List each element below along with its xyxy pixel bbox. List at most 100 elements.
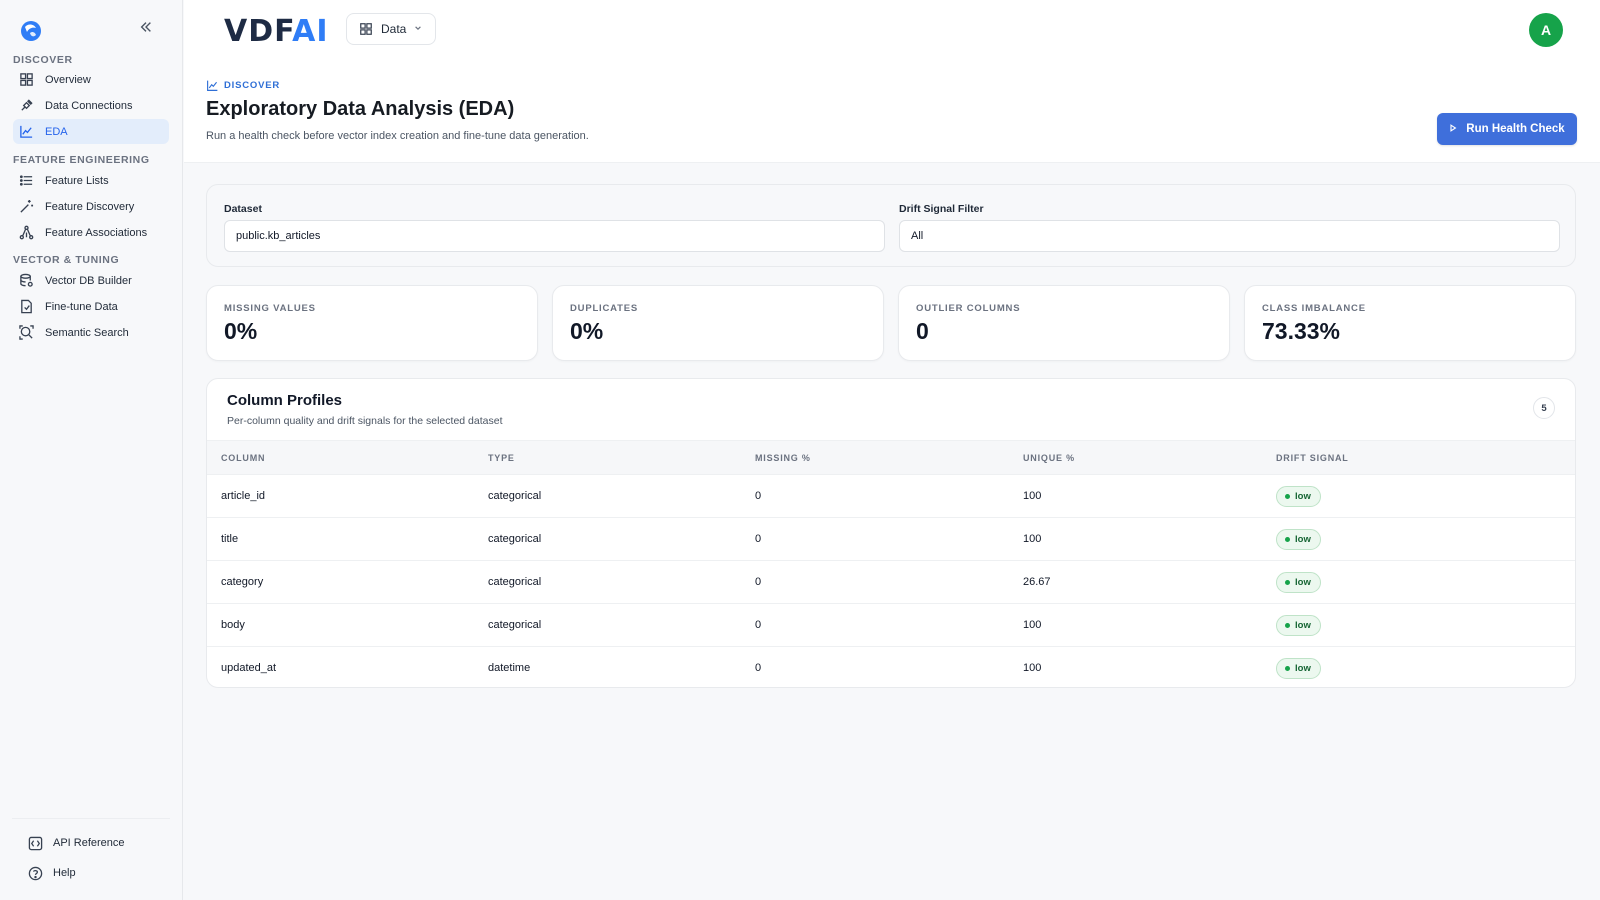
cell-type: categorical <box>488 490 542 502</box>
cell-column: body <box>221 619 245 631</box>
card-subtitle: Per-column quality and drift signals for… <box>227 415 503 427</box>
sidebar-item-fine-tune-data[interactable]: Fine-tune Data <box>13 294 169 319</box>
cell-missing: 0 <box>755 662 762 674</box>
brand-text: VDF <box>224 14 293 49</box>
drift-status-badge: low <box>1276 615 1321 636</box>
kpi-value: 73.33% <box>1262 318 1341 344</box>
avatar[interactable]: A <box>1529 13 1563 47</box>
cell-missing: 0 <box>755 619 762 631</box>
table-row[interactable]: article_id categorical 0 100 low <box>207 475 1575 518</box>
sidebar-item-feature-associations[interactable]: Feature Associations <box>13 220 169 245</box>
sidebar-item-label: Semantic Search <box>45 326 129 339</box>
collapse-sidebar-icon[interactable] <box>139 20 155 36</box>
cell-unique: 100 <box>1023 533 1042 545</box>
kpi-label: MISSING VALUES <box>224 303 316 314</box>
cell-missing: 0 <box>755 576 762 588</box>
column-header-column[interactable]: COLUMN <box>221 453 266 463</box>
sidebar-section-vector-tuning: VECTOR & TUNING <box>13 254 120 266</box>
drift-status-label: low <box>1295 620 1311 631</box>
status-dot-icon <box>1285 623 1290 628</box>
table-row[interactable]: updated_at datetime 0 100 low <box>207 647 1575 687</box>
breadcrumb-label: DISCOVER <box>224 80 281 91</box>
filter-panel: Dataset public.kb_articles Drift Signal … <box>206 184 1576 267</box>
kpi-value: 0% <box>224 318 258 344</box>
column-header-type[interactable]: TYPE <box>488 453 515 463</box>
page-title: Exploratory Data Analysis (EDA) <box>206 98 515 120</box>
cell-unique: 100 <box>1023 619 1042 631</box>
play-icon <box>1449 124 1457 134</box>
grid-icon <box>18 72 34 88</box>
column-header-unique[interactable]: UNIQUE % <box>1023 453 1075 463</box>
cell-column: title <box>221 533 239 545</box>
column-header-drift[interactable]: DRIFT SIGNAL <box>1276 453 1349 463</box>
cell-column: article_id <box>221 490 266 502</box>
kpi-class-imbalance: CLASS IMBALANCE 73.33% <box>1244 285 1576 361</box>
sidebar-item-label: Data Connections <box>45 99 133 112</box>
wand-icon <box>18 199 34 215</box>
chart-icon <box>18 124 34 140</box>
cell-type: categorical <box>488 619 542 631</box>
sidebar-item-feature-lists[interactable]: Feature Lists <box>13 168 169 193</box>
workspace-select-label: Data <box>381 22 407 36</box>
sidebar-item-feature-discovery[interactable]: Feature Discovery <box>13 194 169 219</box>
drift-filter-label: Drift Signal Filter <box>899 203 984 215</box>
help-icon <box>27 865 43 881</box>
sidebar-item-label: Feature Discovery <box>45 200 135 213</box>
sidebar-item-data-connections[interactable]: Data Connections <box>13 93 169 118</box>
grid-icon <box>359 22 373 36</box>
workspace-select[interactable]: Data <box>346 13 436 45</box>
dataset-input[interactable]: public.kb_articles <box>224 220 885 252</box>
sidebar-section-feature-engineering: FEATURE ENGINEERING <box>13 154 150 166</box>
kpi-missing-values: MISSING VALUES 0% <box>206 285 538 361</box>
drift-status-label: low <box>1295 663 1311 674</box>
sidebar-item-label: EDA <box>45 125 68 138</box>
sidebar-item-label: API Reference <box>53 837 125 849</box>
brand-logo[interactable]: VDFAI <box>224 14 329 49</box>
app-logo-icon[interactable] <box>19 18 43 42</box>
breadcrumb: DISCOVER <box>206 79 280 92</box>
column-header-missing[interactable]: MISSING % <box>755 453 811 463</box>
drift-status-badge: low <box>1276 572 1321 593</box>
chart-icon <box>207 80 218 91</box>
cell-missing: 0 <box>755 533 762 545</box>
sidebar-item-label: Feature Lists <box>45 174 109 187</box>
page-subtitle: Run a health check before vector index c… <box>206 130 589 142</box>
card-title: Column Profiles <box>227 392 343 409</box>
file-icon <box>18 299 34 315</box>
column-profiles-card: Column Profiles Per-column quality and d… <box>206 378 1576 688</box>
sidebar-item-vector-db-builder[interactable]: Vector DB Builder <box>13 268 169 293</box>
list-icon <box>18 173 34 189</box>
kpi-label: OUTLIER COLUMNS <box>916 303 1021 314</box>
table-row[interactable]: category categorical 0 26.67 low <box>207 561 1575 604</box>
sidebar-item-label: Feature Associations <box>45 226 148 239</box>
drift-status-badge: low <box>1276 486 1321 507</box>
drift-filter-input[interactable]: All <box>899 220 1560 252</box>
sidebar-item-api-reference[interactable]: API Reference <box>27 832 125 854</box>
cell-unique: 100 <box>1023 490 1042 502</box>
sidebar-item-help[interactable]: Help <box>27 862 76 884</box>
row-count-badge: 5 <box>1533 397 1555 419</box>
kpi-label: DUPLICATES <box>570 303 638 314</box>
run-health-check-button[interactable]: Run Health Check <box>1437 113 1577 145</box>
chevron-down-icon <box>414 24 422 35</box>
sidebar-item-label: Overview <box>45 73 91 86</box>
search-icon <box>18 325 34 341</box>
drift-status-label: low <box>1295 491 1311 502</box>
table-row[interactable]: body categorical 0 100 low <box>207 604 1575 647</box>
drift-status-badge: low <box>1276 529 1321 550</box>
run-button-label: Run Health Check <box>1466 123 1565 135</box>
kpi-duplicates: DUPLICATES 0% <box>552 285 884 361</box>
sidebar-item-semantic-search[interactable]: Semantic Search <box>13 320 169 345</box>
page-header: VDFAI Data A DISCOVER Exploratory Data A… <box>184 0 1600 163</box>
status-dot-icon <box>1285 580 1290 585</box>
cell-unique: 26.67 <box>1023 576 1051 588</box>
table-row[interactable]: title categorical 0 100 low <box>207 518 1575 561</box>
kpi-label: CLASS IMBALANCE <box>1262 303 1366 314</box>
cell-unique: 100 <box>1023 662 1042 674</box>
sidebar-divider <box>12 818 170 819</box>
cell-type: categorical <box>488 576 542 588</box>
sidebar-item-overview[interactable]: Overview <box>13 67 169 92</box>
sidebar-item-eda[interactable]: EDA <box>13 119 169 144</box>
drift-status-badge: low <box>1276 658 1321 679</box>
table-header: COLUMN TYPE MISSING % UNIQUE % DRIFT SIG… <box>207 440 1575 475</box>
